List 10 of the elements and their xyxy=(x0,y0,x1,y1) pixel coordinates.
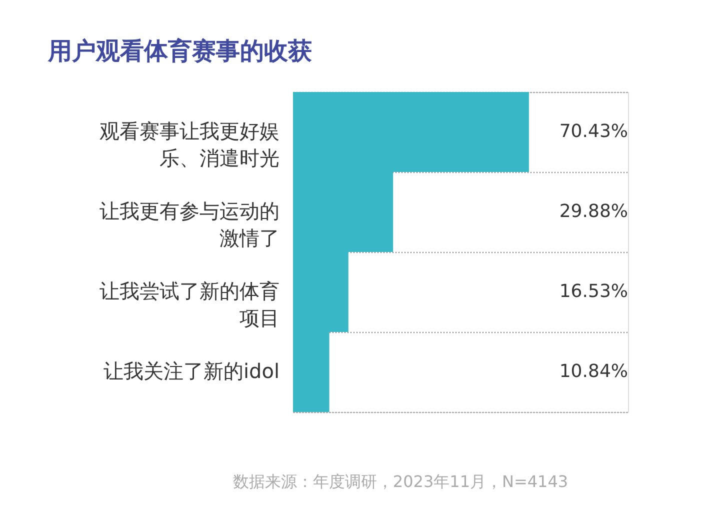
y-tick-label: 让我关注了新的idol xyxy=(103,359,280,383)
data-label: 10.84% xyxy=(559,361,628,382)
data-label: 70.43% xyxy=(559,121,628,142)
y-tick-label: 让我更有参与运动的激情了 xyxy=(100,199,280,250)
data-label: 16.53% xyxy=(559,281,628,302)
chart-title: 用户观看体育赛事的收获 xyxy=(47,37,312,65)
source-note: 数据来源：年度调研，2023年11月，N=4143 xyxy=(232,472,568,491)
y-tick-label: 让我尝试了新的体育项目 xyxy=(100,279,280,330)
y-tick-label: 观看赛事让我更好娱乐、消遣时光 xyxy=(100,119,280,170)
data-label: 29.88% xyxy=(559,201,628,222)
